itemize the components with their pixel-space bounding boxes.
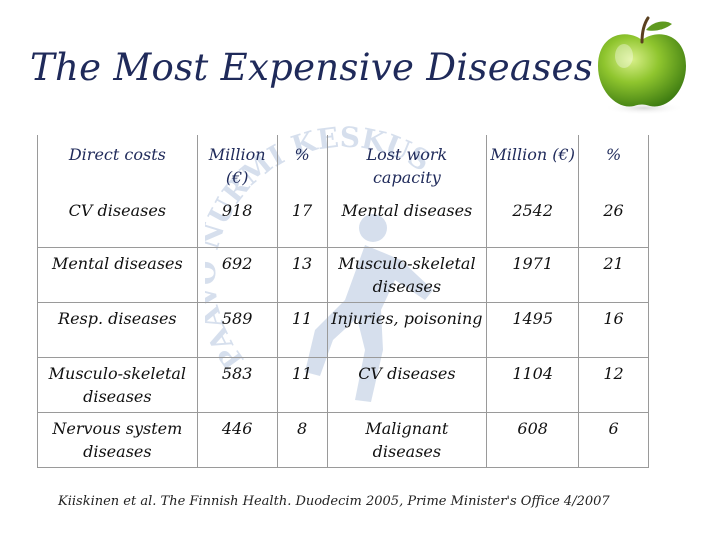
header-million-lost: Million (€) xyxy=(486,135,580,195)
cell-direct-disease: Resp. diseases xyxy=(37,302,198,358)
table-header-row: Direct costs Million (€) % Lost work cap… xyxy=(37,135,649,195)
cell-lost-percent: 16 xyxy=(578,302,649,358)
header-percent-direct: % xyxy=(276,135,328,195)
cell-direct-percent: 13 xyxy=(276,247,328,303)
cell-lost-million: 1104 xyxy=(486,357,580,413)
table-row: Resp. diseases 589 11 Injuries, poisonin… xyxy=(37,302,649,358)
header-direct-costs: Direct costs xyxy=(37,135,198,195)
cell-direct-disease: Nervous system diseases xyxy=(37,412,198,468)
source-citation: Kiiskinen et al. The Finnish Health. Duo… xyxy=(58,494,610,509)
table-row: Musculo-skeletal diseases 583 11 CV dise… xyxy=(37,357,649,413)
cell-direct-disease: Musculo-skeletal diseases xyxy=(37,357,198,413)
slide-title: The Most Expensive Diseases xyxy=(30,46,594,89)
green-apple-image xyxy=(598,16,686,115)
cell-lost-percent: 12 xyxy=(578,357,649,413)
cell-direct-million: 446 xyxy=(196,412,278,468)
cell-lost-percent: 26 xyxy=(578,195,649,248)
cell-direct-percent: 11 xyxy=(276,357,328,413)
cell-direct-million: 918 xyxy=(196,195,278,248)
cell-direct-disease: CV diseases xyxy=(37,195,198,248)
cell-lost-disease: Mental diseases xyxy=(326,195,488,248)
cell-direct-percent: 17 xyxy=(276,195,328,248)
cell-lost-disease: Injuries, poisoning xyxy=(326,302,488,358)
cell-lost-percent: 21 xyxy=(578,247,649,303)
header-million-direct: Million (€) xyxy=(196,135,278,195)
cell-direct-percent: 11 xyxy=(276,302,328,358)
cell-lost-disease: Malignant diseases xyxy=(326,412,488,468)
header-percent-lost: % xyxy=(578,135,649,195)
table-row: Mental diseases 692 13 Musculo-skeletal … xyxy=(37,247,649,303)
header-lost-work-capacity: Lost work capacity xyxy=(326,135,488,195)
table-row: CV diseases 918 17 Mental diseases 2542 … xyxy=(37,195,649,248)
cell-direct-million: 692 xyxy=(196,247,278,303)
cell-lost-million: 2542 xyxy=(486,195,580,248)
cell-direct-percent: 8 xyxy=(276,412,328,468)
table-row: Nervous system diseases 446 8 Malignant … xyxy=(37,412,649,468)
cell-lost-disease: Musculo-skeletal diseases xyxy=(326,247,488,303)
cell-lost-million: 1495 xyxy=(486,302,580,358)
cell-direct-million: 589 xyxy=(196,302,278,358)
cell-lost-million: 608 xyxy=(486,412,580,468)
cell-lost-disease: CV diseases xyxy=(326,357,488,413)
costs-table: Direct costs Million (€) % Lost work cap… xyxy=(37,135,649,468)
cell-lost-million: 1971 xyxy=(486,247,580,303)
cell-direct-disease: Mental diseases xyxy=(37,247,198,303)
cell-direct-million: 583 xyxy=(196,357,278,413)
cell-lost-percent: 6 xyxy=(578,412,649,468)
